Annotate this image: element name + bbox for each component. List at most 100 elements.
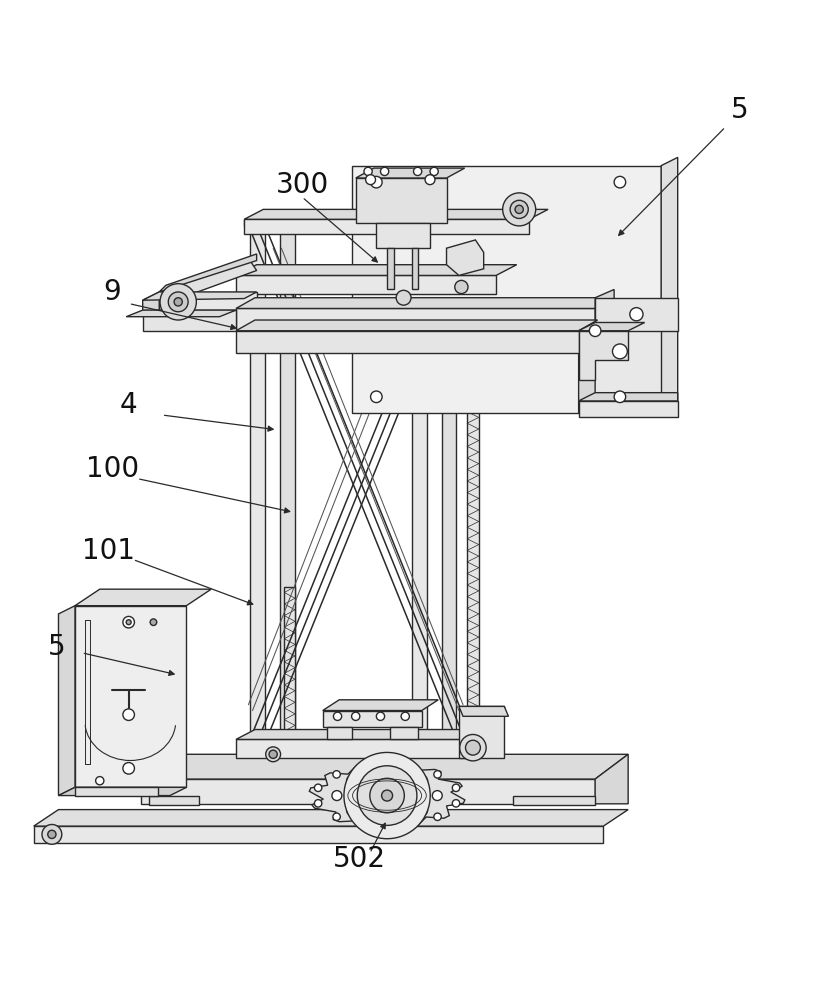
Text: 100: 100: [85, 455, 139, 483]
Circle shape: [269, 750, 277, 758]
Polygon shape: [595, 298, 677, 331]
Circle shape: [430, 167, 438, 176]
Polygon shape: [141, 754, 629, 779]
Polygon shape: [160, 254, 256, 292]
Polygon shape: [250, 223, 265, 746]
Polygon shape: [59, 787, 186, 796]
Circle shape: [434, 771, 442, 778]
Text: 4: 4: [120, 391, 137, 419]
Polygon shape: [75, 787, 158, 796]
Circle shape: [382, 812, 392, 822]
Circle shape: [613, 344, 628, 359]
Circle shape: [351, 712, 360, 720]
Polygon shape: [127, 310, 236, 317]
Polygon shape: [244, 219, 529, 234]
Circle shape: [376, 712, 385, 720]
Polygon shape: [236, 275, 496, 294]
Circle shape: [151, 619, 157, 625]
Polygon shape: [661, 157, 677, 413]
Circle shape: [314, 784, 322, 792]
Polygon shape: [459, 706, 509, 716]
Circle shape: [347, 776, 356, 786]
Circle shape: [370, 176, 382, 188]
Circle shape: [365, 821, 372, 828]
Circle shape: [332, 791, 342, 801]
Polygon shape: [579, 331, 629, 380]
Polygon shape: [467, 221, 479, 748]
Polygon shape: [236, 265, 517, 275]
Circle shape: [42, 824, 62, 844]
Circle shape: [515, 205, 523, 214]
Polygon shape: [459, 706, 504, 758]
Circle shape: [466, 740, 480, 755]
Polygon shape: [75, 589, 211, 606]
Text: 101: 101: [82, 537, 135, 565]
Polygon shape: [327, 727, 351, 739]
Circle shape: [168, 292, 188, 312]
Polygon shape: [442, 223, 457, 739]
Polygon shape: [143, 292, 160, 317]
Polygon shape: [160, 261, 256, 304]
Circle shape: [418, 776, 428, 786]
Polygon shape: [323, 700, 438, 711]
Polygon shape: [579, 322, 645, 331]
Polygon shape: [412, 248, 418, 289]
Polygon shape: [59, 606, 75, 796]
Circle shape: [174, 298, 182, 306]
Circle shape: [452, 800, 460, 807]
Polygon shape: [143, 310, 236, 331]
Circle shape: [123, 616, 135, 628]
Polygon shape: [236, 320, 598, 331]
Polygon shape: [75, 606, 186, 787]
Polygon shape: [141, 779, 595, 804]
Polygon shape: [284, 587, 295, 748]
Circle shape: [510, 200, 528, 218]
Circle shape: [366, 175, 375, 185]
Polygon shape: [579, 318, 661, 413]
Circle shape: [381, 790, 393, 801]
Circle shape: [123, 763, 135, 774]
Polygon shape: [387, 248, 394, 289]
Polygon shape: [34, 826, 604, 843]
Circle shape: [402, 763, 409, 770]
Polygon shape: [390, 727, 418, 739]
Circle shape: [630, 308, 643, 321]
Polygon shape: [376, 223, 430, 248]
Polygon shape: [236, 739, 471, 758]
Circle shape: [347, 806, 356, 815]
Polygon shape: [309, 763, 465, 828]
Circle shape: [160, 284, 196, 320]
Polygon shape: [34, 810, 629, 826]
Text: 5: 5: [731, 96, 748, 124]
Circle shape: [333, 813, 341, 820]
Circle shape: [614, 176, 626, 188]
Polygon shape: [150, 796, 198, 805]
Polygon shape: [595, 289, 614, 331]
Circle shape: [401, 712, 409, 720]
Circle shape: [344, 752, 430, 839]
Polygon shape: [595, 754, 629, 804]
Polygon shape: [236, 730, 490, 739]
Circle shape: [434, 813, 442, 820]
Text: 9: 9: [103, 278, 121, 306]
Circle shape: [380, 167, 389, 176]
Circle shape: [402, 821, 409, 828]
Polygon shape: [579, 310, 595, 413]
Circle shape: [414, 167, 422, 176]
Circle shape: [364, 167, 372, 176]
Circle shape: [357, 766, 417, 825]
Polygon shape: [160, 292, 256, 310]
Circle shape: [396, 290, 411, 305]
Circle shape: [452, 784, 460, 792]
Polygon shape: [406, 219, 461, 226]
Circle shape: [123, 709, 135, 720]
Circle shape: [590, 325, 601, 337]
Circle shape: [333, 771, 341, 778]
Polygon shape: [280, 223, 294, 739]
Polygon shape: [356, 178, 447, 223]
Polygon shape: [236, 308, 595, 331]
Circle shape: [265, 747, 280, 762]
Text: 300: 300: [275, 171, 328, 199]
Text: 5: 5: [48, 633, 65, 661]
Text: 502: 502: [333, 845, 386, 873]
